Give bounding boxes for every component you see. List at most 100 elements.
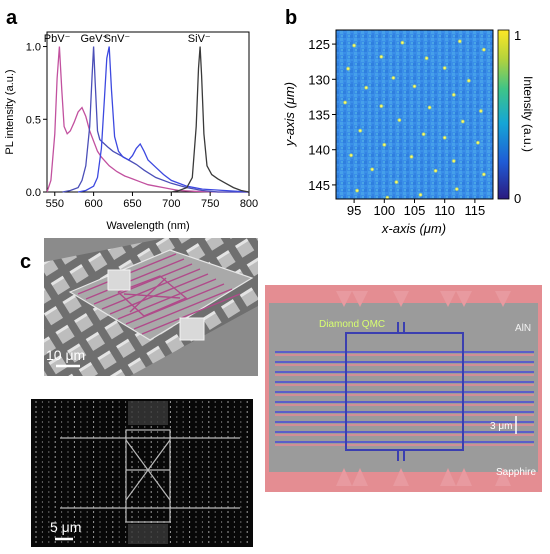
x-tick-label-b-1: 100 xyxy=(373,203,395,218)
ticks-a: 550 600 650 700 750 800 0.0 0.5 1.0 xyxy=(26,42,258,210)
qmc-label: Diamond QMC xyxy=(319,319,385,330)
bright-spot-23 xyxy=(475,140,481,146)
x-tick-label-a-4: 750 xyxy=(201,198,219,210)
sem-scale-label: 10 μm xyxy=(46,347,85,363)
heatmap-background xyxy=(336,30,493,199)
peak-label-3: SiV⁻ xyxy=(188,33,211,45)
aln-notches-bottom xyxy=(336,468,511,486)
y-tick-label-b-2: 135 xyxy=(308,108,330,123)
series-line-3 xyxy=(171,46,250,193)
x-tick-label-a-2: 650 xyxy=(123,198,141,210)
x-tick-label-b-0: 95 xyxy=(347,203,361,218)
y-axis-label-b: y-axis (μm) xyxy=(282,82,297,147)
bright-spot-12 xyxy=(451,92,457,98)
bright-spot-15 xyxy=(427,104,433,111)
x-tick-label-b-2: 105 xyxy=(404,203,426,218)
bright-spot-17 xyxy=(396,117,402,123)
x-tick-label-a-3: 700 xyxy=(162,198,180,210)
bright-spot-18 xyxy=(460,118,466,125)
bright-spot-26 xyxy=(451,158,457,164)
y-axis-label-a: PL intensity (a.u.) xyxy=(4,69,16,154)
peak-label-2: SnV⁻ xyxy=(104,33,131,45)
waveguide-stripes xyxy=(275,351,534,446)
pl-scale-label: 5 μm xyxy=(50,519,81,535)
y-tick-label-a-0: 0.0 xyxy=(26,187,41,199)
bright-spot-11 xyxy=(411,83,418,89)
bright-spot-10 xyxy=(363,85,369,91)
bright-spot-16 xyxy=(478,108,484,114)
micrograph: Diamond QMC AlN 3 μm Sapphire xyxy=(265,285,542,492)
sapphire-label: Sapphire xyxy=(496,467,536,478)
bright-spot-6 xyxy=(345,66,351,72)
bright-spot-4 xyxy=(378,54,384,60)
bright-spot-29 xyxy=(481,171,487,177)
y-tick-label-a-1: 0.5 xyxy=(26,114,41,126)
bright-spot-9 xyxy=(466,78,472,84)
qmc-waveguides xyxy=(345,322,464,461)
series-line-1 xyxy=(62,46,249,193)
bright-spot-3 xyxy=(481,47,487,53)
panel-label-c: c xyxy=(20,251,31,273)
pl-image: 5 μm xyxy=(31,399,253,547)
x-tick-label-a-5: 800 xyxy=(240,198,258,210)
pl-top-pad xyxy=(128,401,168,425)
micrograph-scale-label: 3 μm xyxy=(490,421,512,432)
x-axis-label-b: x-axis (μm) xyxy=(381,221,446,236)
sem-pad-1 xyxy=(107,269,131,291)
bright-spot-13 xyxy=(342,99,348,106)
bright-spot-5 xyxy=(424,55,430,61)
bright-spot-25 xyxy=(408,154,415,160)
bright-spot-22 xyxy=(381,142,387,148)
series-lines-a xyxy=(46,46,250,193)
colorbar-min-label: 0 xyxy=(514,191,521,206)
series-line-2 xyxy=(77,46,250,193)
colorbar-label: Intensity (a.u.) xyxy=(521,76,535,152)
bright-spot-2 xyxy=(457,38,463,44)
x-tick-label-a-1: 600 xyxy=(84,198,102,210)
bright-spot-20 xyxy=(421,131,427,137)
bright-spot-28 xyxy=(433,168,439,174)
x-tick-label-a-0: 550 xyxy=(46,198,64,210)
peak-labels-a: PbV⁻ GeV⁻SnV⁻ SiV⁻ xyxy=(44,33,211,45)
bright-spot-32 xyxy=(454,186,460,192)
sem-membrane xyxy=(68,249,254,341)
aln-notches-top xyxy=(336,291,511,307)
bright-spot-30 xyxy=(393,179,399,185)
pl-bottom-pad xyxy=(128,524,168,544)
bright-spot-14 xyxy=(378,103,384,109)
bright-spot-19 xyxy=(357,128,363,134)
sem-pad-2 xyxy=(179,317,205,341)
x-tick-label-b-3: 110 xyxy=(434,203,455,218)
bright-spot-31 xyxy=(354,188,360,194)
plot-frame-a xyxy=(46,31,250,193)
bright-spot-33 xyxy=(417,192,424,198)
colorbar-max-label: 1 xyxy=(514,28,521,43)
bright-spot-0 xyxy=(351,42,357,49)
bright-spot-1 xyxy=(399,40,405,46)
bright-spot-7 xyxy=(442,65,448,71)
peak-label-0: PbV⁻ xyxy=(44,33,71,45)
y-tick-label-b-1: 130 xyxy=(308,72,330,87)
bright-spot-24 xyxy=(348,152,354,158)
x-tick-label-b-4: 115 xyxy=(465,203,486,218)
pl-device-outline xyxy=(60,429,240,523)
aln-label: AlN xyxy=(515,323,531,334)
x-axis-label-a: Wavelength (nm) xyxy=(106,220,189,232)
y-tick-label-b-3: 140 xyxy=(308,143,330,158)
sem-image: 10 μm xyxy=(44,238,258,376)
bright-spot-8 xyxy=(390,75,396,81)
ticks-b: 95 100 105 110 115 125 130 135 140 145 xyxy=(308,37,485,218)
chart-a: 550 600 650 700 750 800 0.0 0.5 1.0 PbV⁻ GeV⁻SnV⁻… xyxy=(4,31,258,232)
bright-spot-27 xyxy=(369,166,375,172)
sem-waveguides xyxy=(77,253,241,335)
series-line-0 xyxy=(46,46,249,193)
panel-label-a: a xyxy=(6,7,18,29)
chart-b: 95 100 105 110 115 125 130 135 140 145 x-axis (μm… xyxy=(282,28,535,236)
colorbar xyxy=(497,29,510,200)
panel-label-b: b xyxy=(285,7,297,29)
y-tick-label-b-4: 145 xyxy=(308,178,330,193)
y-tick-label-b-0: 125 xyxy=(308,37,330,52)
peak-label-1: GeV⁻ xyxy=(80,33,108,45)
bright-spot-21 xyxy=(442,135,448,141)
